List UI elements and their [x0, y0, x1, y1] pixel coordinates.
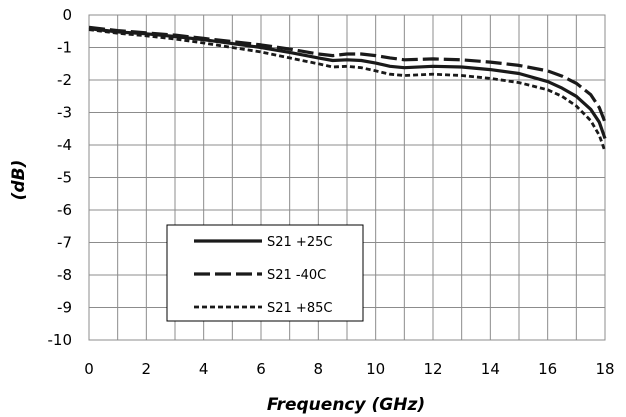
x-tick-label: 2 — [142, 360, 152, 378]
plot-area-border — [88, 14, 606, 341]
y-tick-label: -6 — [57, 201, 72, 219]
x-tick-label: 4 — [199, 360, 209, 378]
legend-label: S21 -40C — [267, 268, 326, 283]
y-tick-label: -1 — [57, 39, 72, 57]
x-tick-label: 12 — [423, 360, 442, 378]
y-tick-label: -8 — [57, 266, 72, 284]
x-axis-title: Frequency (GHz) — [267, 395, 425, 415]
grid — [88, 14, 606, 341]
y-tick-label: -2 — [57, 71, 72, 89]
series-line-s21-40c — [88, 25, 607, 123]
x-tick-label: 18 — [595, 360, 614, 378]
legend-label: S21 +85C — [267, 301, 332, 316]
y-tick-label: 0 — [62, 6, 72, 24]
y-tick-label: -5 — [57, 169, 72, 187]
y-tick-label: -10 — [48, 331, 73, 349]
series-lines — [88, 25, 607, 152]
y-axis-title: (dB) — [9, 160, 29, 201]
x-tick-label: 0 — [84, 360, 94, 378]
x-tick-label: 6 — [256, 360, 266, 378]
x-tick-labels: 0 2 4 6 8 10 12 14 16 18 — [84, 360, 614, 378]
legend-label: S21 +25C — [267, 235, 332, 250]
x-tick-label: 16 — [538, 360, 557, 378]
y-tick-label: -4 — [57, 136, 72, 154]
x-tick-label: 8 — [314, 360, 324, 378]
legend: S21 +25C S21 -40C S21 +85C — [166, 224, 364, 322]
x-tick-label: 14 — [481, 360, 500, 378]
series-line-s21-85c — [88, 28, 607, 152]
y-tick-label: -9 — [57, 299, 72, 317]
y-tick-label: -7 — [57, 234, 72, 252]
x-tick-label: 10 — [366, 360, 385, 378]
y-tick-label: -3 — [57, 104, 72, 122]
y-tick-labels: 0 -1 -2 -3 -4 -5 -6 -7 -8 -9 -10 — [48, 6, 73, 349]
